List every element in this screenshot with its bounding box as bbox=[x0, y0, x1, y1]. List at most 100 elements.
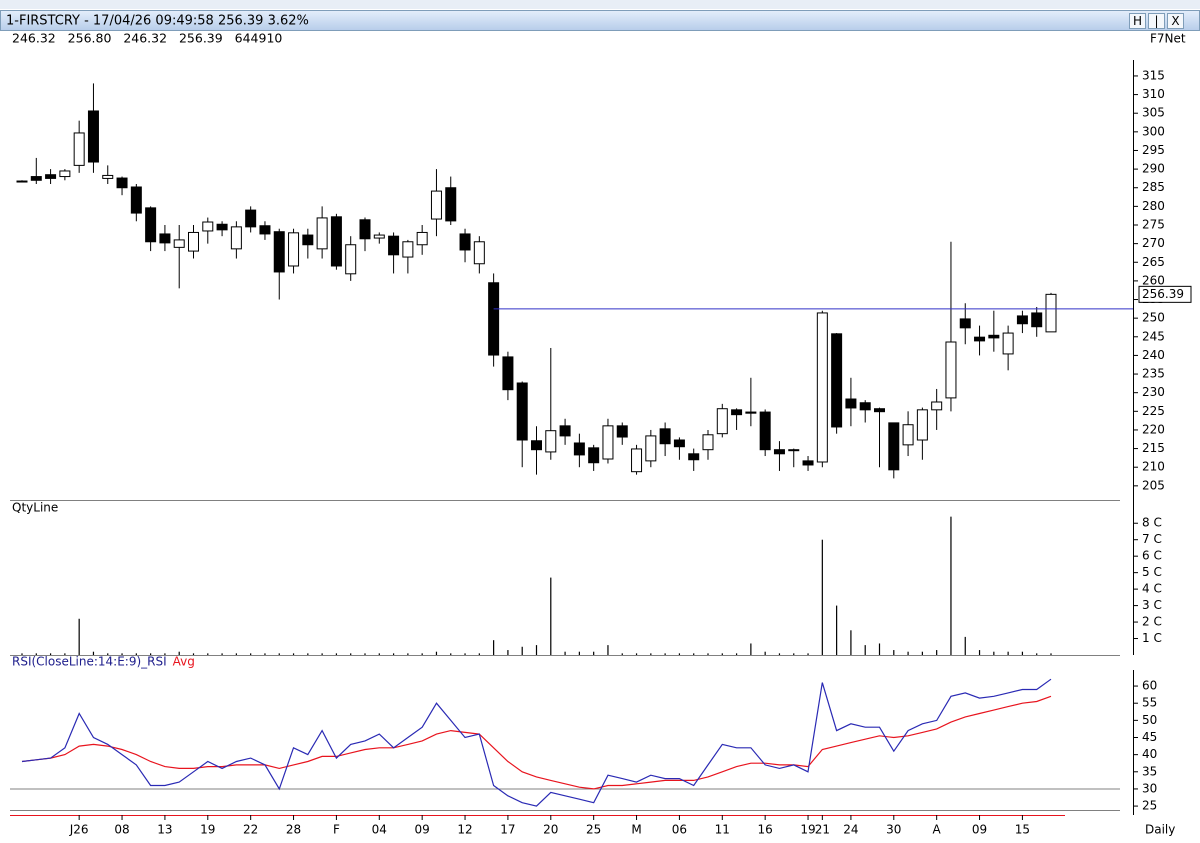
y-tick-label: 30 bbox=[1142, 781, 1157, 795]
volume-bar bbox=[936, 650, 938, 655]
button[interactable] bbox=[1148, 13, 1165, 29]
volume-bar bbox=[335, 653, 338, 655]
y-tick-label: 60 bbox=[1142, 679, 1157, 693]
x-tick-label: 11 bbox=[715, 823, 730, 837]
candle-body bbox=[702, 434, 714, 451]
volume-bar bbox=[650, 653, 652, 655]
candle-body bbox=[531, 440, 542, 451]
candle-body bbox=[345, 244, 357, 275]
volume-bar bbox=[278, 653, 280, 655]
y-tick-label: 210 bbox=[1142, 460, 1165, 474]
volume-bar bbox=[321, 653, 323, 655]
rsi-line bbox=[21, 695, 1052, 790]
volume-bar bbox=[535, 645, 538, 655]
button-label[interactable]: H bbox=[1133, 14, 1142, 28]
x-tick-label: 04 bbox=[372, 823, 387, 837]
volume-bar bbox=[735, 653, 738, 655]
volume-bar bbox=[207, 653, 209, 655]
candle-body bbox=[102, 174, 114, 179]
volume-bar bbox=[21, 653, 23, 655]
volume-bar bbox=[721, 653, 723, 655]
volume-bar bbox=[364, 653, 366, 655]
button-label[interactable]: X bbox=[1171, 14, 1179, 28]
candle-body bbox=[559, 425, 571, 437]
candle-body bbox=[988, 334, 1000, 339]
candle-body bbox=[473, 241, 485, 265]
volume-bar bbox=[550, 577, 552, 655]
volume-bar bbox=[1036, 653, 1038, 655]
x-tick-label: 24 bbox=[843, 823, 858, 837]
volume-bar bbox=[950, 516, 952, 655]
x-tick-label: 19 bbox=[800, 823, 815, 837]
volume-bar bbox=[964, 636, 966, 655]
x-tick-label: 28 bbox=[286, 823, 301, 837]
candle-body bbox=[916, 409, 928, 441]
candle-body bbox=[445, 187, 457, 222]
volume-bar bbox=[521, 646, 523, 655]
candle-body bbox=[359, 219, 371, 240]
volume-bar bbox=[450, 653, 452, 655]
candle-body bbox=[416, 231, 428, 246]
y-tick-label: 225 bbox=[1142, 404, 1165, 418]
volume-bar bbox=[164, 653, 166, 655]
x-tick-label: J26 bbox=[69, 823, 89, 837]
y-tick-label: 6 C bbox=[1142, 549, 1162, 563]
volume-bar bbox=[764, 651, 766, 655]
candle-body bbox=[245, 209, 257, 228]
x-tick-label: 06 bbox=[672, 823, 687, 837]
quote-line: 246.32 256.80 246.32 256.39 644910 bbox=[12, 31, 282, 46]
x-tick-label: 25 bbox=[586, 823, 601, 837]
y-tick-label: 270 bbox=[1142, 236, 1165, 250]
candle-body bbox=[759, 411, 771, 451]
volume-bar bbox=[435, 651, 438, 655]
x-tick-label: 09 bbox=[415, 823, 430, 837]
y-tick-label: 1 C bbox=[1142, 631, 1162, 645]
x-tick-label: 12 bbox=[457, 823, 472, 837]
volume-bar bbox=[635, 653, 638, 655]
rsi-line bbox=[21, 678, 1052, 807]
x-tick-label: 21 bbox=[815, 823, 830, 837]
candle-body bbox=[1031, 312, 1043, 328]
legend-entry: RSI(CloseLine:14:E:9)_RSI bbox=[12, 655, 167, 669]
y-tick-label: 40 bbox=[1142, 747, 1157, 761]
volume-bar bbox=[664, 653, 666, 655]
volume-bar bbox=[778, 653, 781, 655]
candle-body bbox=[845, 398, 857, 409]
candle-body bbox=[902, 424, 914, 446]
candle-body bbox=[831, 333, 843, 428]
candle-body bbox=[188, 231, 199, 252]
y-tick-label: 205 bbox=[1142, 478, 1165, 492]
button[interactable] bbox=[1167, 13, 1184, 29]
x-tick-label: 15 bbox=[1015, 823, 1030, 837]
button-label[interactable]: | bbox=[1154, 14, 1158, 28]
volume-bar bbox=[378, 653, 380, 655]
button[interactable] bbox=[1129, 13, 1146, 29]
x-tick-label: 19 bbox=[200, 823, 215, 837]
volume-bar bbox=[178, 651, 180, 655]
volume-bar bbox=[693, 653, 695, 655]
volume-bar bbox=[92, 651, 95, 655]
candle-body bbox=[87, 110, 99, 163]
volume-bar bbox=[907, 651, 909, 655]
candle-body bbox=[874, 408, 885, 413]
y-tick-label: 50 bbox=[1142, 713, 1157, 727]
candle-body bbox=[273, 231, 285, 273]
volume-bar bbox=[493, 640, 495, 655]
volume-bar bbox=[421, 653, 423, 655]
candle-body bbox=[216, 223, 228, 231]
candle-body bbox=[588, 447, 600, 464]
panel-title: QtyLine bbox=[12, 501, 58, 515]
volume-bar bbox=[893, 650, 895, 655]
candle-body bbox=[45, 174, 57, 179]
y-tick-label: 280 bbox=[1142, 199, 1165, 213]
volume-bar bbox=[250, 653, 252, 655]
window-buttons: H | X bbox=[1129, 13, 1184, 29]
candle-body bbox=[974, 336, 986, 342]
volume-bar bbox=[292, 653, 295, 655]
x-tick-label: 22 bbox=[243, 823, 258, 837]
volume-bar bbox=[264, 653, 266, 655]
volume-bar bbox=[235, 653, 237, 655]
candle-body bbox=[288, 232, 300, 267]
volume-bar bbox=[821, 539, 823, 655]
